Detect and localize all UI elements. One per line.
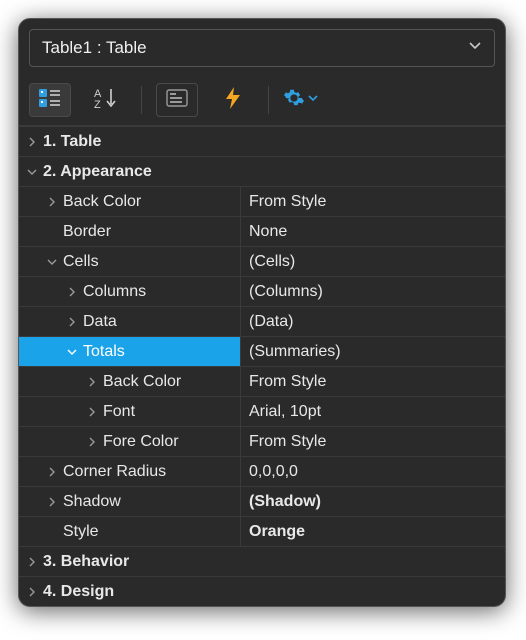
lightning-icon bbox=[225, 87, 241, 114]
property-value[interactable]: From Style bbox=[241, 367, 505, 396]
chevron-right-icon[interactable] bbox=[45, 467, 59, 477]
property-name-cell: Fore Color bbox=[19, 427, 241, 456]
property-value[interactable]: (Data) bbox=[241, 307, 505, 336]
property-name: Shadow bbox=[59, 493, 121, 511]
property-row[interactable]: Border None bbox=[19, 216, 505, 246]
object-selector-label: Table1 : Table bbox=[42, 38, 147, 58]
chevron-right-icon[interactable] bbox=[45, 197, 59, 207]
alphabetical-button[interactable]: A Z bbox=[85, 83, 127, 117]
property-value[interactable]: From Style bbox=[241, 187, 505, 216]
property-tree: 1. Table 2. Appearance Back Color From Styl… bbox=[19, 126, 505, 606]
property-name: Style bbox=[59, 523, 99, 541]
property-value[interactable]: (Cells) bbox=[241, 247, 505, 276]
property-name: Fore Color bbox=[99, 433, 179, 451]
property-name-cell: Back Color bbox=[19, 187, 241, 216]
property-name: 1. Table bbox=[39, 133, 101, 151]
toolbar-separator bbox=[141, 86, 142, 114]
property-value[interactable]: Arial, 10pt bbox=[241, 397, 505, 426]
gear-icon bbox=[283, 87, 305, 114]
svg-text:Z: Z bbox=[94, 99, 101, 109]
settings-dropdown[interactable] bbox=[283, 87, 319, 114]
chevron-right-icon[interactable] bbox=[45, 497, 59, 507]
property-name: Font bbox=[99, 403, 135, 421]
property-name-cell: Style bbox=[19, 517, 241, 546]
chevron-right-icon[interactable] bbox=[85, 377, 99, 387]
property-name: Back Color bbox=[59, 193, 141, 211]
chevron-down-icon[interactable] bbox=[65, 347, 79, 357]
property-name-cell: Columns bbox=[19, 277, 241, 306]
property-name-cell: 3. Behavior bbox=[19, 547, 505, 576]
property-name: Columns bbox=[79, 283, 146, 301]
property-row[interactable]: Fore Color From Style bbox=[19, 426, 505, 456]
property-name-cell: 1. Table bbox=[19, 127, 505, 156]
categorized-button[interactable] bbox=[29, 83, 71, 117]
toolbar-separator bbox=[268, 86, 269, 114]
property-value[interactable]: (Columns) bbox=[241, 277, 505, 306]
property-row[interactable]: Totals (Summaries) bbox=[19, 336, 505, 366]
events-button[interactable] bbox=[212, 83, 254, 117]
object-selector[interactable]: Table1 : Table bbox=[29, 29, 495, 67]
chevron-right-icon[interactable] bbox=[85, 437, 99, 447]
property-name: Cells bbox=[59, 253, 99, 271]
property-name-cell: Border bbox=[19, 217, 241, 246]
property-name-cell: 4. Design bbox=[19, 577, 505, 606]
property-name-cell: Back Color bbox=[19, 367, 241, 396]
property-value[interactable]: 0,0,0,0 bbox=[241, 457, 505, 486]
property-row[interactable]: Corner Radius 0,0,0,0 bbox=[19, 456, 505, 486]
property-name: Back Color bbox=[99, 373, 181, 391]
property-row[interactable]: Back Color From Style bbox=[19, 186, 505, 216]
property-row[interactable]: Back Color From Style bbox=[19, 366, 505, 396]
chevron-down-icon[interactable] bbox=[25, 167, 39, 177]
chevron-right-icon[interactable] bbox=[25, 557, 39, 567]
property-name-cell: Corner Radius bbox=[19, 457, 241, 486]
property-name: Border bbox=[59, 223, 111, 241]
property-row[interactable]: Cells (Cells) bbox=[19, 246, 505, 276]
property-name-cell: Cells bbox=[19, 247, 241, 276]
property-section[interactable]: 2. Appearance bbox=[19, 156, 505, 186]
properties-panel: Table1 : Table bbox=[18, 18, 506, 607]
property-name: 3. Behavior bbox=[39, 553, 129, 571]
chevron-right-icon[interactable] bbox=[25, 587, 39, 597]
property-name-cell: Font bbox=[19, 397, 241, 426]
toolbar: A Z bbox=[19, 77, 505, 126]
chevron-right-icon[interactable] bbox=[85, 407, 99, 417]
chevron-right-icon[interactable] bbox=[65, 287, 79, 297]
property-name: Data bbox=[79, 313, 117, 331]
property-row[interactable]: Columns (Columns) bbox=[19, 276, 505, 306]
property-name-cell: 2. Appearance bbox=[19, 157, 505, 186]
categorized-icon bbox=[39, 88, 61, 113]
property-name: Totals bbox=[79, 343, 125, 361]
property-section[interactable]: 3. Behavior bbox=[19, 546, 505, 576]
property-value[interactable]: Orange bbox=[241, 517, 505, 546]
property-value[interactable]: From Style bbox=[241, 427, 505, 456]
property-value[interactable]: (Summaries) bbox=[241, 337, 505, 366]
pages-icon bbox=[166, 89, 188, 112]
property-name-cell: Data bbox=[19, 307, 241, 336]
chevron-right-icon[interactable] bbox=[65, 317, 79, 327]
property-value[interactable]: (Shadow) bbox=[241, 487, 505, 516]
chevron-down-icon[interactable] bbox=[45, 257, 59, 267]
property-section[interactable]: 1. Table bbox=[19, 126, 505, 156]
property-pages-button[interactable] bbox=[156, 83, 198, 117]
property-name: Corner Radius bbox=[59, 463, 166, 481]
property-row[interactable]: Data (Data) bbox=[19, 306, 505, 336]
property-name-cell: Totals bbox=[19, 337, 241, 366]
property-name: 4. Design bbox=[39, 583, 114, 601]
chevron-down-icon bbox=[468, 39, 482, 58]
property-name: 2. Appearance bbox=[39, 163, 152, 181]
chevron-right-icon[interactable] bbox=[25, 137, 39, 147]
property-name-cell: Shadow bbox=[19, 487, 241, 516]
chevron-down-icon bbox=[307, 91, 319, 109]
property-section[interactable]: 4. Design bbox=[19, 576, 505, 606]
sort-az-icon: A Z bbox=[94, 87, 118, 114]
property-row[interactable]: Shadow (Shadow) bbox=[19, 486, 505, 516]
property-value[interactable]: None bbox=[241, 217, 505, 246]
property-row[interactable]: Font Arial, 10pt bbox=[19, 396, 505, 426]
property-row[interactable]: Style Orange bbox=[19, 516, 505, 546]
